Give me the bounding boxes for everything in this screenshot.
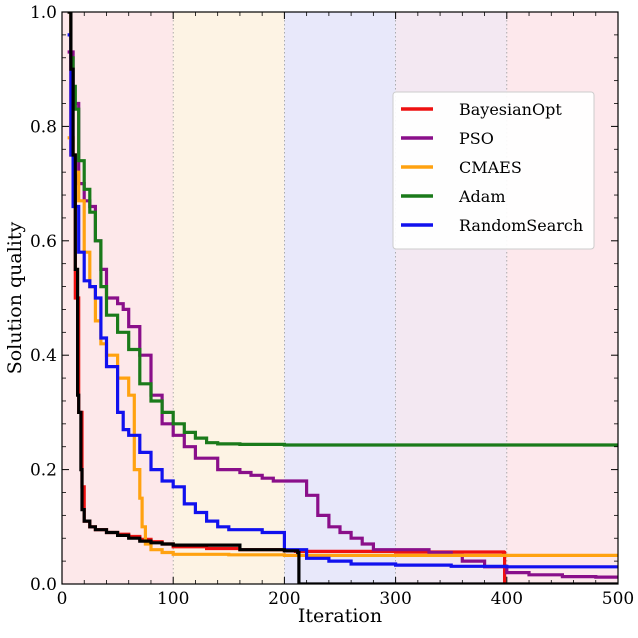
- legend-label-pso: PSO: [459, 129, 494, 148]
- series-lines: [67, 12, 618, 584]
- x-axis-label: Iteration: [298, 605, 382, 627]
- x-tick-label: 200: [268, 589, 300, 609]
- x-tick-labels: 0 100 200 300 400 500: [57, 589, 635, 609]
- series-line-randomsearch: [67, 33, 618, 569]
- legend-label-randomsearch: RandomSearch: [459, 216, 583, 235]
- legend-label-bayesianopt: BayesianOpt: [459, 100, 562, 119]
- x-tick-label: 300: [379, 589, 411, 609]
- y-tick-label: 0.4: [30, 346, 57, 366]
- plot-frame: [61, 11, 619, 585]
- y-axis-label: Solution quality: [4, 222, 26, 375]
- legend-label-adam: Adam: [458, 187, 506, 206]
- x-tick-label: 100: [157, 589, 189, 609]
- y-tick-labels: 0.0 0.2 0.4 0.6 0.8 1.0: [30, 3, 57, 595]
- background-band-2: [284, 12, 396, 584]
- legend: BayesianOpt PSO CMAES Adam RandomSearch: [392, 91, 595, 250]
- series-line-black-5: [67, 12, 618, 584]
- y-tick-label: 0.8: [30, 117, 57, 137]
- series-line-cmaes: [67, 136, 618, 557]
- x-tick-label: 400: [491, 589, 523, 609]
- legend-box: [392, 91, 595, 250]
- axis-ticks: [61, 11, 619, 585]
- background-band-1: [173, 12, 285, 584]
- series-line-adam: [67, 12, 618, 447]
- y-tick-label: 0.2: [30, 461, 57, 481]
- grid-lines: [172, 12, 508, 584]
- y-tick-label: 0.6: [30, 232, 57, 252]
- legend-label-cmaes: CMAES: [459, 158, 522, 177]
- y-tick-label: 1.0: [30, 3, 57, 23]
- y-tick-label: 0.0: [30, 575, 57, 595]
- x-tick-label: 0: [57, 589, 68, 609]
- x-tick-label: 500: [602, 589, 634, 609]
